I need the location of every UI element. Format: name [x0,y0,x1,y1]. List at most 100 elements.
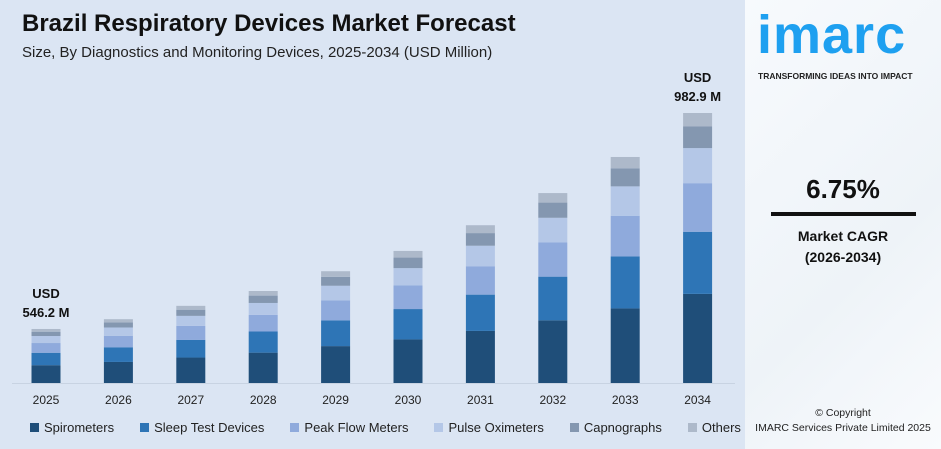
bar-segment-others-2031 [465,225,495,234]
bar-segment-pulse-oximeters-2028 [248,302,278,315]
bar-segment-capnographs-2025 [31,331,61,337]
cagr-label: Market CAGR (2026-2034) [770,226,916,268]
x-tick-label: 2030 [395,393,422,407]
legend-swatch [434,423,444,432]
cagr-label-text: Market CAGR [797,228,889,244]
bar-segment-sleep-test-devices-2026 [103,347,133,362]
bar-segment-pulse-oximeters-2025 [31,336,61,344]
bar-segment-spirometers-2034 [683,293,713,383]
bar-segment-sleep-test-devices-2034 [683,231,713,294]
bar-segment-pulse-oximeters-2034 [683,148,713,184]
bar-segment-others-2027 [176,305,206,310]
bar-segment-others-2025 [31,328,61,332]
bar-segment-capnographs-2034 [683,126,713,149]
legend: Spirometers Sleep Test Devices Peak Flow M… [30,420,767,435]
legend-label: Capnographs [583,420,662,435]
legend-item: Capnographs [569,420,662,435]
legend-label: Pulse Oximeters [448,420,544,435]
bar-segment-capnographs-2029 [321,276,351,286]
bar-segment-pulse-oximeters-2027 [176,315,206,326]
side-panel [745,0,941,449]
bar-segment-peak-flow-meters-2029 [321,300,351,321]
bar-segment-spirometers-2026 [103,361,133,383]
bar-segment-peak-flow-meters-2034 [683,183,713,232]
bar-segment-sleep-test-devices-2030 [393,309,423,340]
stacked-bar-chart: 2025 2026 2027 2028 2029 2030 2031 2032 2033 2034… [12,70,735,407]
legend-label: Others [701,420,741,435]
legend-swatch [687,423,697,432]
bar-segment-sleep-test-devices-2032 [538,276,568,321]
bar-segment-peak-flow-meters-2031 [465,266,495,295]
legend-swatch [569,423,579,432]
bar-segment-sleep-test-devices-2033 [610,256,640,309]
bar-segment-spirometers-2025 [31,365,61,383]
bar-segment-spirometers-2028 [248,352,278,383]
divider [771,212,916,216]
legend-item: Peak Flow Meters [290,420,408,435]
bar-segment-others-2026 [103,319,133,323]
bar-segment-spirometers-2033 [610,308,640,383]
legend-swatch [290,423,300,432]
bar-segment-peak-flow-meters-2026 [103,335,133,348]
bar-segment-peak-flow-meters-2027 [176,325,206,340]
chart-title: Brazil Respiratory Devices Market Foreca… [22,10,516,37]
x-tick-label: 2027 [177,393,204,407]
legend-swatch [30,423,39,432]
bar-segment-others-2030 [393,250,423,258]
bar-segment-sleep-test-devices-2025 [31,352,61,366]
bar-segment-peak-flow-meters-2030 [393,285,423,310]
legend-item: Pulse Oximeters [434,420,544,435]
x-tick-label: 2031 [467,393,494,407]
bar-segment-sleep-test-devices-2029 [321,320,351,347]
bar-segment-others-2034 [683,113,713,127]
x-tick-label: 2026 [105,393,132,407]
chart-subtitle: Size, By Diagnostics and Monitoring Devi… [22,44,493,61]
legend-item: Sleep Test Devices [140,420,264,435]
legend-item: Spirometers [30,420,114,435]
bar-segment-others-2033 [610,156,640,169]
legend-swatch [140,423,150,432]
bar-segment-capnographs-2032 [538,202,568,218]
bar-segment-pulse-oximeters-2033 [610,186,640,216]
legend-label: Spirometers [44,420,115,435]
bar-segment-spirometers-2031 [465,330,495,383]
bar-segment-spirometers-2027 [176,357,206,383]
bar-segment-peak-flow-meters-2025 [31,343,61,353]
bar-segment-pulse-oximeters-2029 [321,285,351,301]
bar-segment-pulse-oximeters-2026 [103,327,133,336]
value-callout-currency: USD [32,286,59,301]
bar-segment-peak-flow-meters-2032 [538,242,568,277]
x-tick-label: 2025 [33,393,60,407]
x-tick-label: 2028 [250,393,277,407]
legend-label: Peak Flow Meters [304,420,409,435]
bar-segment-capnographs-2030 [393,257,423,269]
bar-segment-capnographs-2028 [248,295,278,303]
legend-label: Sleep Test Devices [154,420,265,435]
bar-segment-others-2029 [321,271,351,277]
bar-segment-sleep-test-devices-2031 [465,294,495,331]
brand-tagline: TRANSFORMING IDEAS INTO IMPACT [758,71,913,81]
bar-segment-others-2032 [538,193,568,203]
bar-segment-capnographs-2026 [103,322,133,328]
bar-segment-pulse-oximeters-2032 [538,217,568,243]
x-tick-label: 2034 [684,393,711,407]
bar-segment-peak-flow-meters-2033 [610,215,640,257]
x-tick-label: 2029 [322,393,349,407]
bar-segment-capnographs-2031 [465,233,495,246]
legend-item: Others [687,420,741,435]
bar-segment-pulse-oximeters-2030 [393,268,423,286]
bar-segment-pulse-oximeters-2031 [465,245,495,267]
company-name: IMARC Services Private Limited 2025 [755,422,931,434]
copyright-text: © Copyright [815,407,871,419]
x-tick-label: 2032 [539,393,566,407]
value-callout-amount: 546.2 M [23,305,70,320]
bar-segment-sleep-test-devices-2028 [248,331,278,353]
bar-segment-spirometers-2029 [321,346,351,383]
bar-segment-others-2028 [248,291,278,296]
bar-segment-spirometers-2030 [393,339,423,383]
bar-segment-capnographs-2027 [176,309,206,316]
bar-segment-capnographs-2033 [610,168,640,187]
bar-segment-peak-flow-meters-2028 [248,314,278,332]
imarc-logo: imarc [757,5,907,65]
cagr-period: (2026-2034) [804,249,882,265]
